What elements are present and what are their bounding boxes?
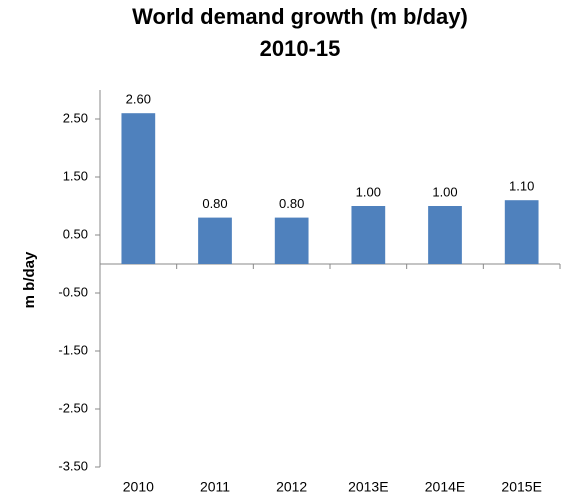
y-tick-label: -2.50 bbox=[58, 400, 88, 415]
data-label: 1.00 bbox=[356, 184, 381, 199]
x-tick-label: 2014E bbox=[425, 479, 465, 495]
y-tick-label: -0.50 bbox=[58, 284, 88, 299]
bar bbox=[274, 217, 309, 264]
y-tick-label: 2.50 bbox=[63, 110, 88, 125]
bar bbox=[428, 206, 462, 264]
bar bbox=[198, 217, 232, 264]
data-label: 2.60 bbox=[126, 92, 151, 107]
x-tick-label: 2011 bbox=[200, 479, 230, 495]
x-tick-label: 2013E bbox=[348, 479, 388, 495]
data-label: 1.00 bbox=[432, 184, 457, 199]
y-tick-label: 0.50 bbox=[63, 226, 88, 241]
data-label: 1.10 bbox=[509, 179, 534, 194]
bar bbox=[504, 200, 539, 264]
bar bbox=[121, 113, 156, 264]
data-label: 0.80 bbox=[279, 196, 304, 211]
bar bbox=[351, 206, 386, 264]
y-tick-label: -3.50 bbox=[58, 458, 88, 473]
data-label: 0.80 bbox=[202, 196, 227, 211]
y-tick-label: -1.50 bbox=[58, 342, 88, 357]
chart-title: World demand growth (m b/day) bbox=[132, 4, 468, 29]
y-axis-title: m b/day bbox=[21, 251, 38, 308]
x-tick-label: 2010 bbox=[123, 479, 154, 495]
x-tick-label: 2015E bbox=[501, 479, 541, 495]
x-tick-label: 2012 bbox=[276, 479, 307, 495]
y-tick-label: 1.50 bbox=[63, 168, 88, 183]
chart-subtitle: 2010-15 bbox=[260, 36, 341, 61]
